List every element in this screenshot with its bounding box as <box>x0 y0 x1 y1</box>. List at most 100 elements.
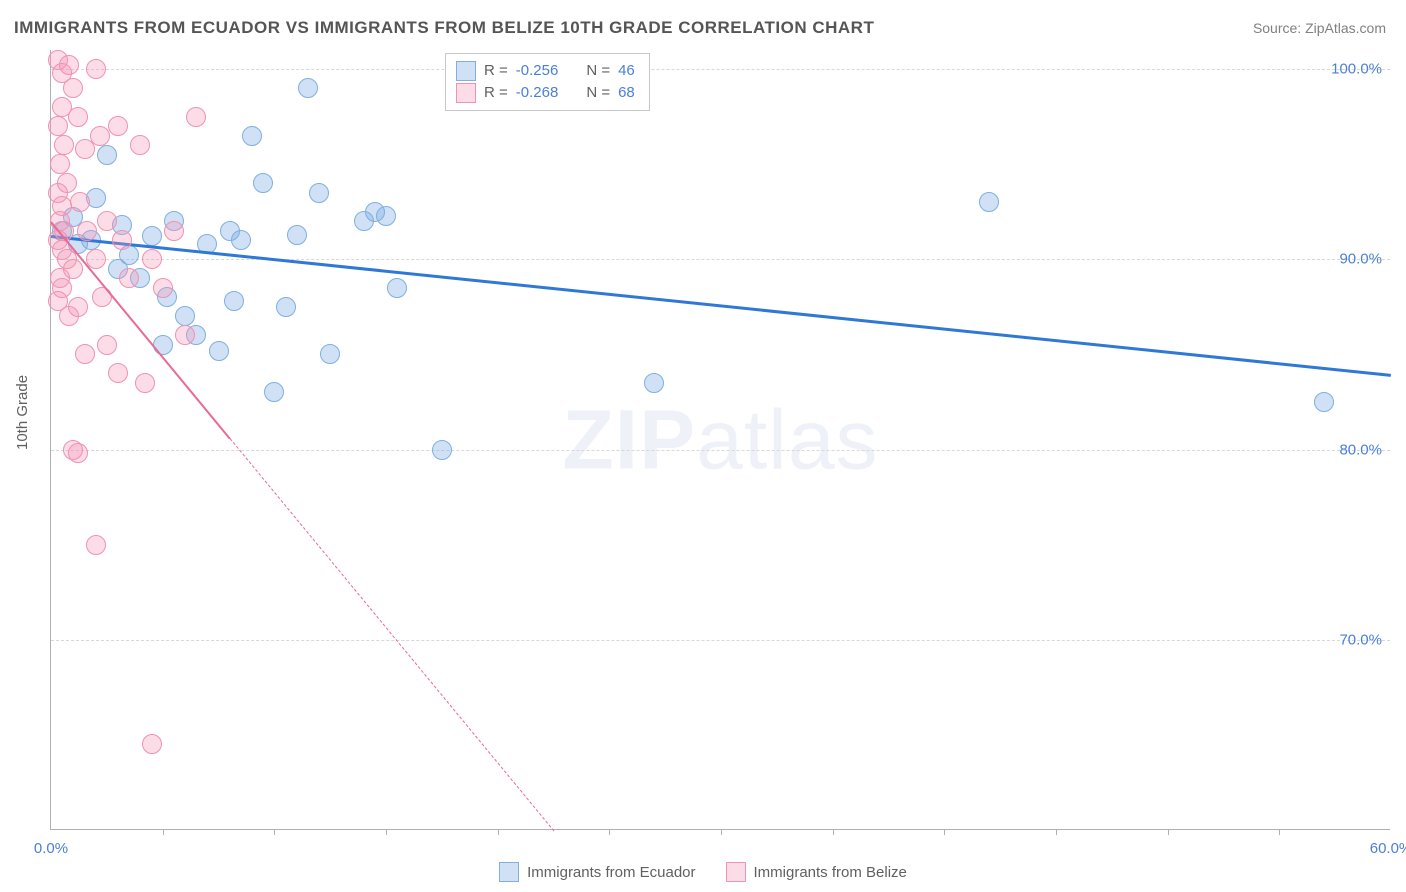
data-point-belize <box>186 107 206 127</box>
legend-n-label: N = <box>586 60 610 82</box>
chart-container: IMMIGRANTS FROM ECUADOR VS IMMIGRANTS FR… <box>0 0 1406 892</box>
data-point-belize <box>153 278 173 298</box>
legend-series-item: Immigrants from Ecuador <box>499 862 695 882</box>
source-attribution: Source: ZipAtlas.com <box>1253 20 1386 36</box>
data-point-ecuador <box>242 126 262 146</box>
data-point-ecuador <box>432 440 452 460</box>
legend-r-value: -0.268 <box>516 82 559 104</box>
data-point-ecuador <box>298 78 318 98</box>
data-point-ecuador <box>97 145 117 165</box>
data-point-belize <box>175 325 195 345</box>
x-tick-mark <box>944 829 945 835</box>
x-tick-label: 60.0% <box>1370 840 1406 857</box>
y-tick-label: 90.0% <box>1339 251 1382 268</box>
data-point-belize <box>86 59 106 79</box>
data-point-belize <box>130 135 150 155</box>
legend-stat-row: R = -0.268 N = 68 <box>456 82 635 104</box>
legend-series-item: Immigrants from Belize <box>726 862 907 882</box>
data-point-belize <box>135 373 155 393</box>
data-point-belize <box>108 116 128 136</box>
data-point-belize <box>68 443 88 463</box>
data-point-belize <box>142 734 162 754</box>
plot-area: ZIPatlas 100.0%90.0%80.0%70.0%0.0%60.0% <box>50 50 1390 830</box>
trend-line <box>229 438 554 831</box>
data-point-belize <box>48 116 68 136</box>
data-point-ecuador <box>175 306 195 326</box>
data-point-ecuador <box>644 373 664 393</box>
x-tick-label: 0.0% <box>34 840 68 857</box>
y-axis-title: 10th Grade <box>14 375 31 450</box>
legend-stats: R = -0.256 N = 46 R = -0.268 N = 68 <box>445 53 650 111</box>
data-point-ecuador <box>309 183 329 203</box>
gridline <box>51 450 1390 451</box>
data-point-belize <box>86 535 106 555</box>
legend-series-label: Immigrants from Ecuador <box>527 864 695 881</box>
legend-r-label: R = <box>484 60 508 82</box>
data-point-ecuador <box>142 226 162 246</box>
data-point-ecuador <box>320 344 340 364</box>
data-point-ecuador <box>387 278 407 298</box>
legend-swatch <box>456 61 476 81</box>
legend-swatch <box>456 83 476 103</box>
y-tick-label: 100.0% <box>1331 61 1382 78</box>
x-tick-mark <box>721 829 722 835</box>
legend-n-label: N = <box>586 82 610 104</box>
data-point-ecuador <box>276 297 296 317</box>
source-label: Source: <box>1253 20 1305 36</box>
x-tick-mark <box>163 829 164 835</box>
data-point-belize <box>90 126 110 146</box>
data-point-ecuador <box>287 225 307 245</box>
source-value: ZipAtlas.com <box>1305 20 1386 36</box>
watermark: ZIPatlas <box>562 391 878 488</box>
data-point-belize <box>119 268 139 288</box>
data-point-belize <box>50 154 70 174</box>
legend-n-value: 46 <box>618 60 635 82</box>
data-point-belize <box>63 78 83 98</box>
legend-r-label: R = <box>484 82 508 104</box>
legend-swatch <box>726 862 746 882</box>
chart-title: IMMIGRANTS FROM ECUADOR VS IMMIGRANTS FR… <box>14 18 874 38</box>
x-tick-mark <box>609 829 610 835</box>
watermark-light: atlas <box>696 392 878 486</box>
trend-line <box>51 235 1391 377</box>
data-point-belize <box>108 363 128 383</box>
y-tick-label: 80.0% <box>1339 441 1382 458</box>
data-point-belize <box>164 221 184 241</box>
x-tick-mark <box>1168 829 1169 835</box>
data-point-belize <box>142 249 162 269</box>
data-point-belize <box>75 344 95 364</box>
legend-series: Immigrants from Ecuador Immigrants from B… <box>0 862 1406 882</box>
x-tick-mark <box>833 829 834 835</box>
legend-n-value: 68 <box>618 82 635 104</box>
legend-series-label: Immigrants from Belize <box>754 864 907 881</box>
data-point-belize <box>54 135 74 155</box>
data-point-belize <box>70 192 90 212</box>
legend-swatch <box>499 862 519 882</box>
data-point-ecuador <box>209 341 229 361</box>
gridline <box>51 69 1390 70</box>
data-point-belize <box>97 335 117 355</box>
data-point-ecuador <box>231 230 251 250</box>
x-tick-mark <box>274 829 275 835</box>
gridline <box>51 259 1390 260</box>
data-point-ecuador <box>153 335 173 355</box>
data-point-ecuador <box>264 382 284 402</box>
data-point-ecuador <box>253 173 273 193</box>
data-point-belize <box>63 259 83 279</box>
gridline <box>51 640 1390 641</box>
data-point-ecuador <box>376 206 396 226</box>
legend-r-value: -0.256 <box>516 60 559 82</box>
data-point-ecuador <box>1314 392 1334 412</box>
data-point-belize <box>112 230 132 250</box>
watermark-bold: ZIP <box>562 392 696 486</box>
x-tick-mark <box>1279 829 1280 835</box>
x-tick-mark <box>1056 829 1057 835</box>
x-tick-mark <box>386 829 387 835</box>
data-point-belize <box>97 211 117 231</box>
data-point-ecuador <box>224 291 244 311</box>
data-point-belize <box>68 107 88 127</box>
data-point-belize <box>68 297 88 317</box>
x-tick-mark <box>498 829 499 835</box>
y-tick-label: 70.0% <box>1339 631 1382 648</box>
data-point-belize <box>77 221 97 241</box>
